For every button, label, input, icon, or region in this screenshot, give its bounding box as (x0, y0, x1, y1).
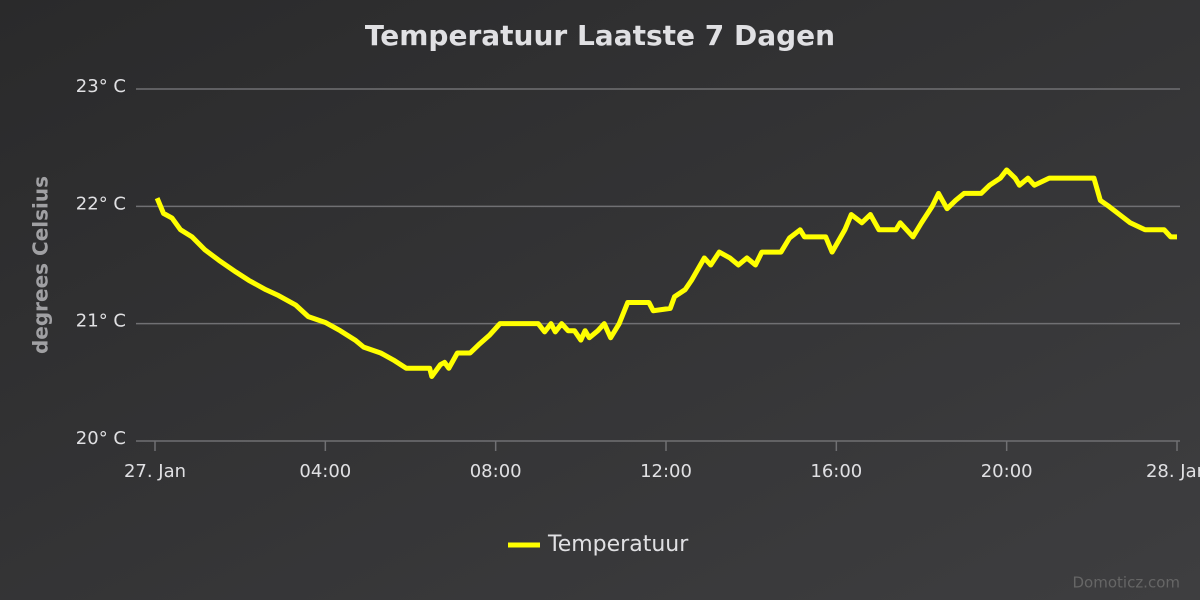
series-line (154, 167, 1177, 379)
x-tick-label: 12:00 (640, 461, 692, 482)
y-axis-title: degrees Celsius (29, 176, 53, 354)
x-tick-label: 16:00 (810, 461, 862, 482)
chart-title: Temperatuur Laatste 7 Dagen (365, 19, 835, 52)
y-tick-label: 20° C (76, 428, 126, 449)
x-tick-label: 27. Jan (124, 461, 186, 482)
y-tick-label: 21° C (76, 311, 126, 332)
credits: Domoticz.com (1073, 574, 1181, 592)
legend-label: Temperatuur (547, 532, 689, 557)
y-tick-label: 22° C (76, 193, 126, 214)
x-tick-label: 08:00 (470, 461, 522, 482)
x-tick-label: 28. Jan (1146, 461, 1200, 482)
x-tick-label: 20:00 (981, 461, 1033, 482)
x-tick-label: 04:00 (299, 461, 351, 482)
y-tick-label: 23° C (76, 76, 126, 97)
